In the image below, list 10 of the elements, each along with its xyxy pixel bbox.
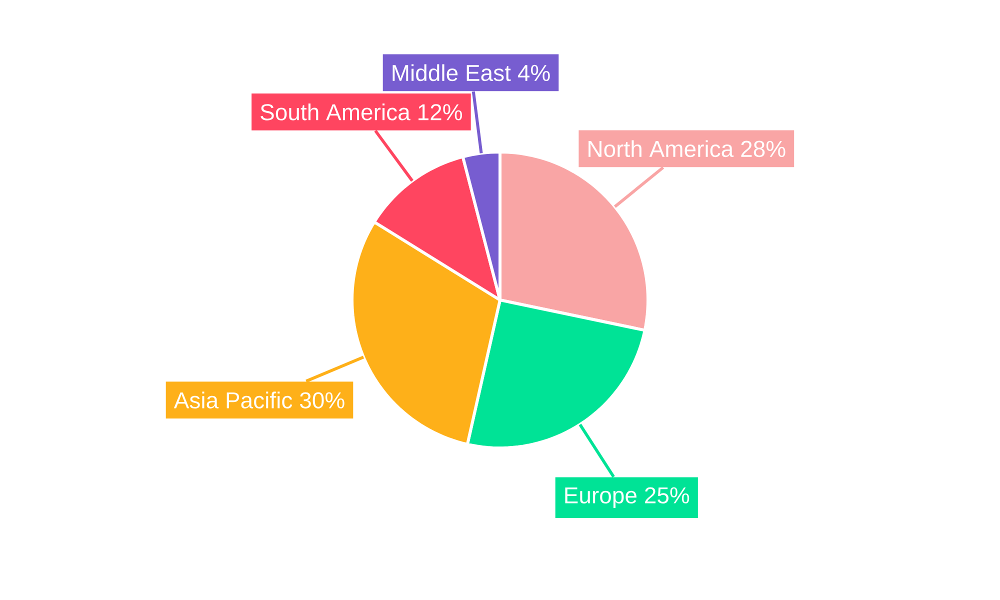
data-label: 30%	[300, 392, 344, 408]
slice-label: Middle East	[392, 64, 511, 82]
data-label: 4%	[518, 64, 550, 82]
slice-label: South America	[260, 103, 410, 120]
data-label: 28%	[741, 140, 786, 158]
slice-label: Europe	[565, 487, 636, 508]
slice-label: North America	[588, 140, 734, 158]
slice-label: Asia Pacific	[174, 392, 292, 408]
data-label: 12%	[418, 104, 462, 120]
data-label: 25%	[645, 487, 690, 504]
